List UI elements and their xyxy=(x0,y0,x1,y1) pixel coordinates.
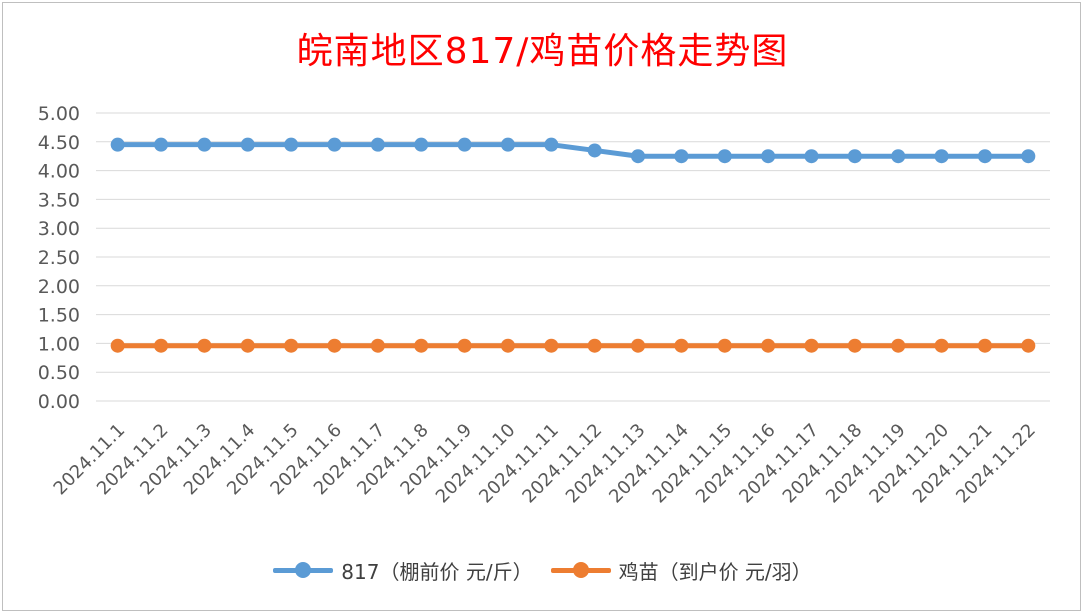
y-tick-label: 2.50 xyxy=(38,247,80,269)
data-point-series-2 xyxy=(500,338,515,353)
data-point-series-2 xyxy=(327,338,342,353)
data-point-series-2 xyxy=(284,338,299,353)
data-point-series-1 xyxy=(544,137,559,152)
chart-title: 皖南地区817/鸡苗价格走势图 xyxy=(296,31,789,72)
data-point-series-2 xyxy=(240,338,255,353)
data-point-series-1 xyxy=(587,143,602,158)
data-point-series-2 xyxy=(414,338,429,353)
data-point-series-2 xyxy=(110,338,125,353)
y-tick-label: 4.00 xyxy=(38,161,80,183)
data-point-series-1 xyxy=(847,149,862,164)
y-tick-label: 1.00 xyxy=(38,333,80,355)
data-point-series-2 xyxy=(717,338,732,353)
data-point-series-2 xyxy=(847,338,862,353)
data-point-series-1 xyxy=(500,137,515,152)
data-point-series-2 xyxy=(977,338,992,353)
data-point-series-1 xyxy=(240,137,255,152)
data-point-series-1 xyxy=(674,149,689,164)
y-tick-label: 0.50 xyxy=(38,362,80,384)
data-point-series-1 xyxy=(761,149,776,164)
series-line-1 xyxy=(115,142,1031,159)
data-point-series-2 xyxy=(1021,338,1036,353)
data-point-series-1 xyxy=(717,149,732,164)
legend-label-series-2: 鸡苗（到户价 元/羽） xyxy=(618,559,812,584)
data-point-series-2 xyxy=(891,338,906,353)
legend-swatch-series-2 xyxy=(550,560,611,580)
data-point-series-2 xyxy=(631,338,646,353)
series-layer xyxy=(110,137,1036,353)
data-point-series-1 xyxy=(1021,149,1036,164)
data-point-series-2 xyxy=(154,338,169,353)
legend: 817（棚前价 元/斤） 鸡苗（到户价 元/羽） xyxy=(0,552,1085,588)
data-point-series-1 xyxy=(804,149,819,164)
data-point-series-2 xyxy=(587,338,602,353)
data-point-series-2 xyxy=(761,338,776,353)
x-axis-ticks: 2024.11.12024.11.22024.11.32024.11.42024… xyxy=(50,420,1040,508)
legend-swatch-series-1 xyxy=(273,560,334,580)
y-axis-ticks: 0.00 0.50 1.00 1.50 2.00 2.50 3.00 3.50 4.00 4.50… xyxy=(38,103,80,413)
data-point-series-2 xyxy=(457,338,472,353)
data-point-series-1 xyxy=(110,137,125,152)
y-tick-label: 3.00 xyxy=(38,218,80,240)
y-tick-label: 0.00 xyxy=(38,391,80,413)
data-point-series-1 xyxy=(631,149,646,164)
legend-item-series-1: 817（棚前价 元/斤） xyxy=(273,556,533,585)
data-point-series-1 xyxy=(934,149,949,164)
data-point-series-2 xyxy=(370,338,385,353)
y-tick-label: 1.50 xyxy=(38,305,80,327)
data-point-series-1 xyxy=(891,149,906,164)
y-tick-label: 3.50 xyxy=(38,189,80,211)
data-point-series-2 xyxy=(804,338,819,353)
data-point-series-2 xyxy=(544,338,559,353)
data-point-series-1 xyxy=(154,137,169,152)
y-tick-label: 2.00 xyxy=(38,276,80,298)
data-point-series-1 xyxy=(197,137,212,152)
data-point-series-2 xyxy=(674,338,689,353)
data-point-series-1 xyxy=(284,137,299,152)
data-point-series-2 xyxy=(934,338,949,353)
y-tick-label: 4.50 xyxy=(38,132,80,154)
data-point-series-1 xyxy=(977,149,992,164)
data-point-series-1 xyxy=(327,137,342,152)
legend-label-series-1: 817（棚前价 元/斤） xyxy=(341,559,533,584)
y-tick-label: 5.00 xyxy=(38,103,80,125)
legend-item-series-2: 鸡苗（到户价 元/羽） xyxy=(550,556,812,585)
data-point-series-1 xyxy=(457,137,472,152)
data-point-series-2 xyxy=(197,338,212,353)
data-point-series-1 xyxy=(414,137,429,152)
data-point-series-1 xyxy=(370,137,385,152)
